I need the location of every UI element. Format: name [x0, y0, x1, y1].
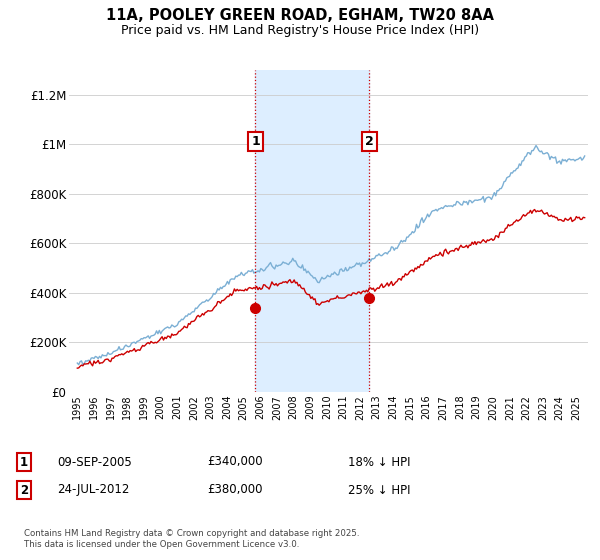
Text: Contains HM Land Registry data © Crown copyright and database right 2025.
This d: Contains HM Land Registry data © Crown c…	[24, 529, 359, 549]
Text: 24-JUL-2012: 24-JUL-2012	[57, 483, 130, 497]
Text: 11A, POOLEY GREEN ROAD, EGHAM, TW20 8AA: 11A, POOLEY GREEN ROAD, EGHAM, TW20 8AA	[106, 8, 494, 24]
Text: £380,000: £380,000	[207, 483, 263, 497]
Bar	[256, 70, 369, 392]
Text: 25% ↓ HPI: 25% ↓ HPI	[348, 483, 410, 497]
Text: 1: 1	[251, 136, 260, 148]
Text: £340,000: £340,000	[207, 455, 263, 469]
Text: Price paid vs. HM Land Registry's House Price Index (HPI): Price paid vs. HM Land Registry's House …	[121, 24, 479, 36]
Text: 18% ↓ HPI: 18% ↓ HPI	[348, 455, 410, 469]
Text: 1: 1	[20, 455, 28, 469]
Text: 2: 2	[365, 136, 373, 148]
Text: 2: 2	[20, 483, 28, 497]
Text: 09-SEP-2005: 09-SEP-2005	[57, 455, 132, 469]
